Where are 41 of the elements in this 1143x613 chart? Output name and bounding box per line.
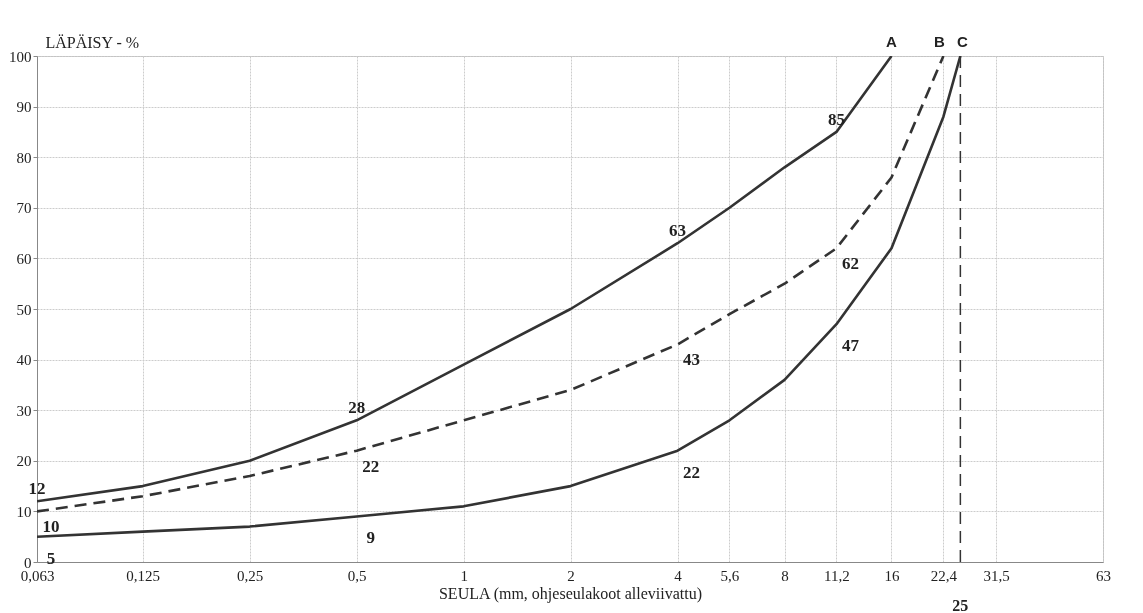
x-tick-label: 31,5 — [983, 567, 1010, 584]
x-tick-label: 11,2 — [824, 567, 850, 584]
y-tick-label: 80 — [16, 149, 32, 166]
x-tick-label: 0,25 — [237, 567, 264, 584]
x-tick-label: 2 — [567, 567, 575, 584]
data-label: 43 — [683, 350, 701, 370]
x-tick-label: 63 — [1096, 567, 1111, 584]
x-tick-label: 5,6 — [720, 567, 740, 584]
x-tick-label: 8 — [781, 567, 789, 584]
y-tick-label: 100 — [9, 48, 32, 65]
data-label: 12 — [28, 479, 46, 499]
data-label: 5 — [46, 548, 56, 568]
y-tick-label: 60 — [16, 250, 32, 267]
x-tick-label: 0,5 — [347, 567, 367, 584]
series-label: A — [886, 33, 898, 50]
data-label: 62 — [841, 254, 859, 274]
data-label: 22 — [683, 462, 701, 482]
y-tick-label: 20 — [16, 453, 32, 470]
y-tick-label: 30 — [16, 402, 32, 419]
y-tick-label: 50 — [16, 301, 32, 318]
series-label: C — [956, 33, 968, 50]
data-label: 22 — [362, 456, 380, 476]
data-label: 28 — [348, 398, 366, 418]
x-axis-title: SEULA (mm, ohjeseulakoot alleviivattu) — [438, 584, 703, 603]
data-label: 63 — [669, 221, 687, 241]
x-tick-label: 0,125 — [126, 567, 161, 584]
data-label: 10 — [42, 517, 60, 537]
x-tick-label: 16 — [884, 567, 900, 584]
data-label: 85 — [827, 109, 845, 129]
y-tick-label: 70 — [16, 200, 32, 217]
y-tick-label: 90 — [16, 99, 32, 116]
x-tick-label: 4 — [674, 567, 683, 584]
y-axis-title: LÄPÄISY - % — [45, 33, 140, 51]
y-tick-label: 40 — [16, 352, 32, 369]
data-label: 47 — [841, 336, 860, 356]
series-label: B — [934, 33, 945, 50]
x-tick-label: 22,4 — [930, 567, 958, 584]
data-label: 9 — [366, 528, 375, 548]
y-tick-label: 10 — [16, 503, 32, 520]
ref-line-label: 25 — [952, 597, 969, 613]
x-tick-label: 1 — [460, 567, 468, 584]
